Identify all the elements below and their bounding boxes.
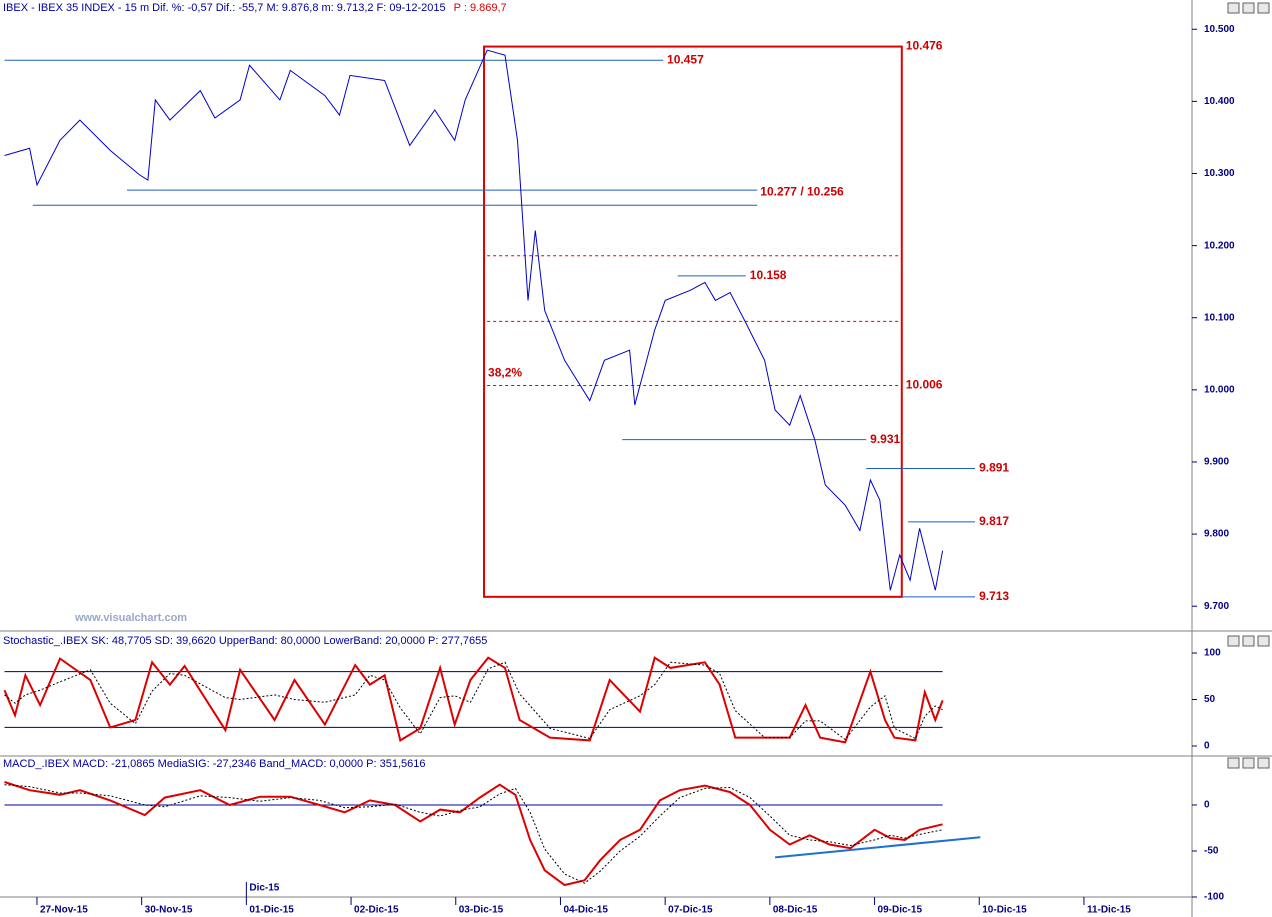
series-line [4, 781, 943, 887]
x-tick-label: 10-Dic-15 [982, 905, 1027, 916]
minimize-button[interactable] [1227, 635, 1240, 647]
level-label: 10.158 [750, 268, 787, 282]
minimize-button[interactable] [1227, 2, 1240, 14]
y-tick-label: 10.500 [1204, 24, 1235, 35]
maximize-button[interactable] [1242, 635, 1255, 647]
y-tick-label: 100 [1204, 648, 1221, 659]
y-tick-label: 9.800 [1204, 529, 1229, 540]
minimize-button[interactable] [1227, 757, 1240, 769]
window-buttons[interactable] [1227, 2, 1270, 769]
series-line [775, 836, 981, 859]
x-tick-label: 04-Dic-15 [563, 905, 608, 916]
chart-title: IBEX - IBEX 35 INDEX - 15 m Dif. %: -0,5… [3, 2, 446, 14]
x-tick-label: 01-Dic-15 [249, 905, 294, 916]
x-tick-label: 07-Dic-15 [668, 905, 713, 916]
level-label: 9.931 [870, 432, 900, 446]
y-tick-label: 10.100 [1204, 312, 1235, 323]
level-label: 10.457 [667, 52, 704, 66]
y-tick-label: 9.700 [1204, 601, 1229, 612]
fib-label: 38,2% [488, 366, 522, 380]
level-label: 9.713 [979, 589, 1009, 603]
y-tick-label: -50 [1204, 846, 1219, 857]
y-tick-label: -100 [1204, 892, 1224, 903]
close-button[interactable] [1257, 635, 1270, 647]
last-price: P : 9.869,7 [454, 2, 507, 14]
x-tick-label: 02-Dic-15 [354, 905, 399, 916]
x-tick-label: 08-Dic-15 [773, 905, 818, 916]
y-tick-label: 0 [1204, 800, 1210, 811]
watermark: www.visualchart.com [74, 612, 187, 624]
level-label: 10.006 [906, 378, 943, 392]
level-label: 10.277 / 10.256 [760, 184, 844, 198]
maximize-button[interactable] [1242, 757, 1255, 769]
x-tick-label: 30-Nov-15 [145, 905, 193, 916]
level-label: 9.891 [979, 461, 1009, 475]
y-tick-label: 10.300 [1204, 168, 1235, 179]
x-tick-label: 11-Dic-15 [1087, 905, 1131, 916]
series-line [3, 656, 944, 744]
y-tick-label: 10.000 [1204, 384, 1235, 395]
series-line [4, 784, 943, 884]
close-button[interactable] [1257, 757, 1270, 769]
x-tick-label: 03-Dic-15 [459, 905, 504, 916]
level-label: 10.476 [906, 39, 943, 53]
y-tick-label: 10.200 [1204, 240, 1235, 251]
series-line [4, 49, 944, 591]
indicator-title: MACD_.IBEX MACD: -21,0865 MediaSIG: -27,… [3, 758, 426, 770]
month-label: Dic-15 [249, 883, 279, 894]
y-tick-label: 9.900 [1204, 457, 1229, 468]
x-tick-label: 09-Dic-15 [878, 905, 923, 916]
y-tick-label: 50 [1204, 694, 1216, 705]
indicator-title: Stochastic_.IBEX SK: 48,7705 SD: 39,6620… [3, 635, 487, 647]
x-tick-label: 27-Nov-15 [40, 905, 88, 916]
maximize-button[interactable] [1242, 2, 1255, 14]
y-tick-label: 10.400 [1204, 96, 1235, 107]
y-tick-label: 0 [1204, 741, 1210, 752]
close-button[interactable] [1257, 2, 1270, 14]
level-label: 9.817 [979, 514, 1009, 528]
